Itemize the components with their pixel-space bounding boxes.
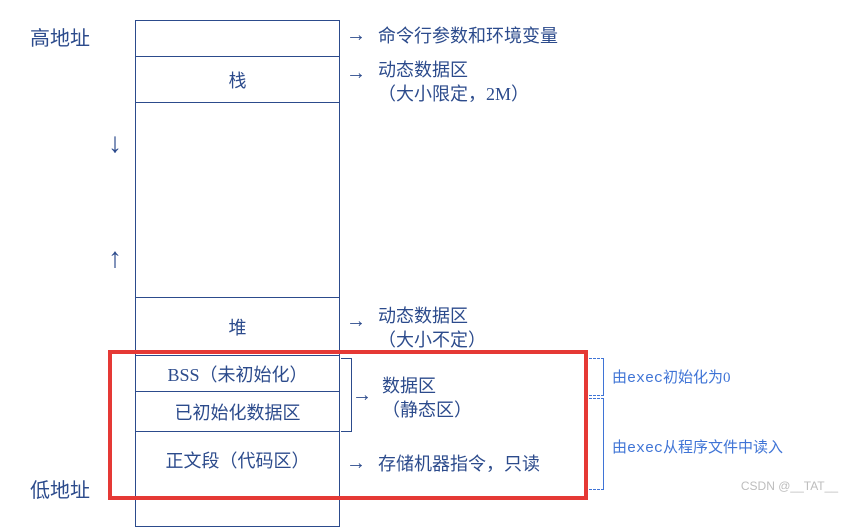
desc-stack-line2: （大小限定，2M） (378, 84, 529, 104)
seg-heap: 堆 (135, 297, 340, 355)
highlight-box (108, 350, 588, 500)
arrow-heap-up: ↑ (108, 245, 122, 273)
seg-gap (135, 102, 340, 297)
desc-heap: 动态数据区 （大小不定） (378, 304, 486, 353)
desc-heap-line1: 动态数据区 (378, 306, 468, 326)
note-text-tail: 从程序文件中读入 (663, 440, 783, 456)
label-high-addr: 高地址 (30, 22, 90, 51)
note-text: 由exec从程序文件中读入 (612, 436, 783, 457)
label-low-addr: 低地址 (30, 474, 90, 503)
note-bss-tail: 初始化为0 (663, 370, 731, 386)
seg-cmdline (135, 20, 340, 56)
seg-stack: 栈 (135, 56, 340, 102)
arrow-to-cmdline: → (346, 24, 366, 47)
desc-cmdline: 命令行参数和环境变量 (378, 24, 558, 48)
note-bss: 由exec初始化为0 (612, 366, 731, 387)
blue-bracket-bss (589, 358, 604, 396)
arrow-to-stack: → (346, 62, 366, 85)
arrow-to-heap: → (346, 310, 366, 333)
arrow-stack-down: ↓ (108, 130, 122, 158)
note-text-cmd: exec (627, 440, 663, 457)
blue-bracket-text (589, 398, 604, 490)
desc-stack: 动态数据区 （大小限定，2M） (378, 58, 529, 107)
desc-stack-line1: 动态数据区 (378, 60, 468, 80)
watermark: CSDN @__TAT__ (741, 479, 838, 493)
desc-heap-line2: （大小不定） (378, 330, 486, 350)
note-bss-cmd: exec (627, 370, 663, 387)
